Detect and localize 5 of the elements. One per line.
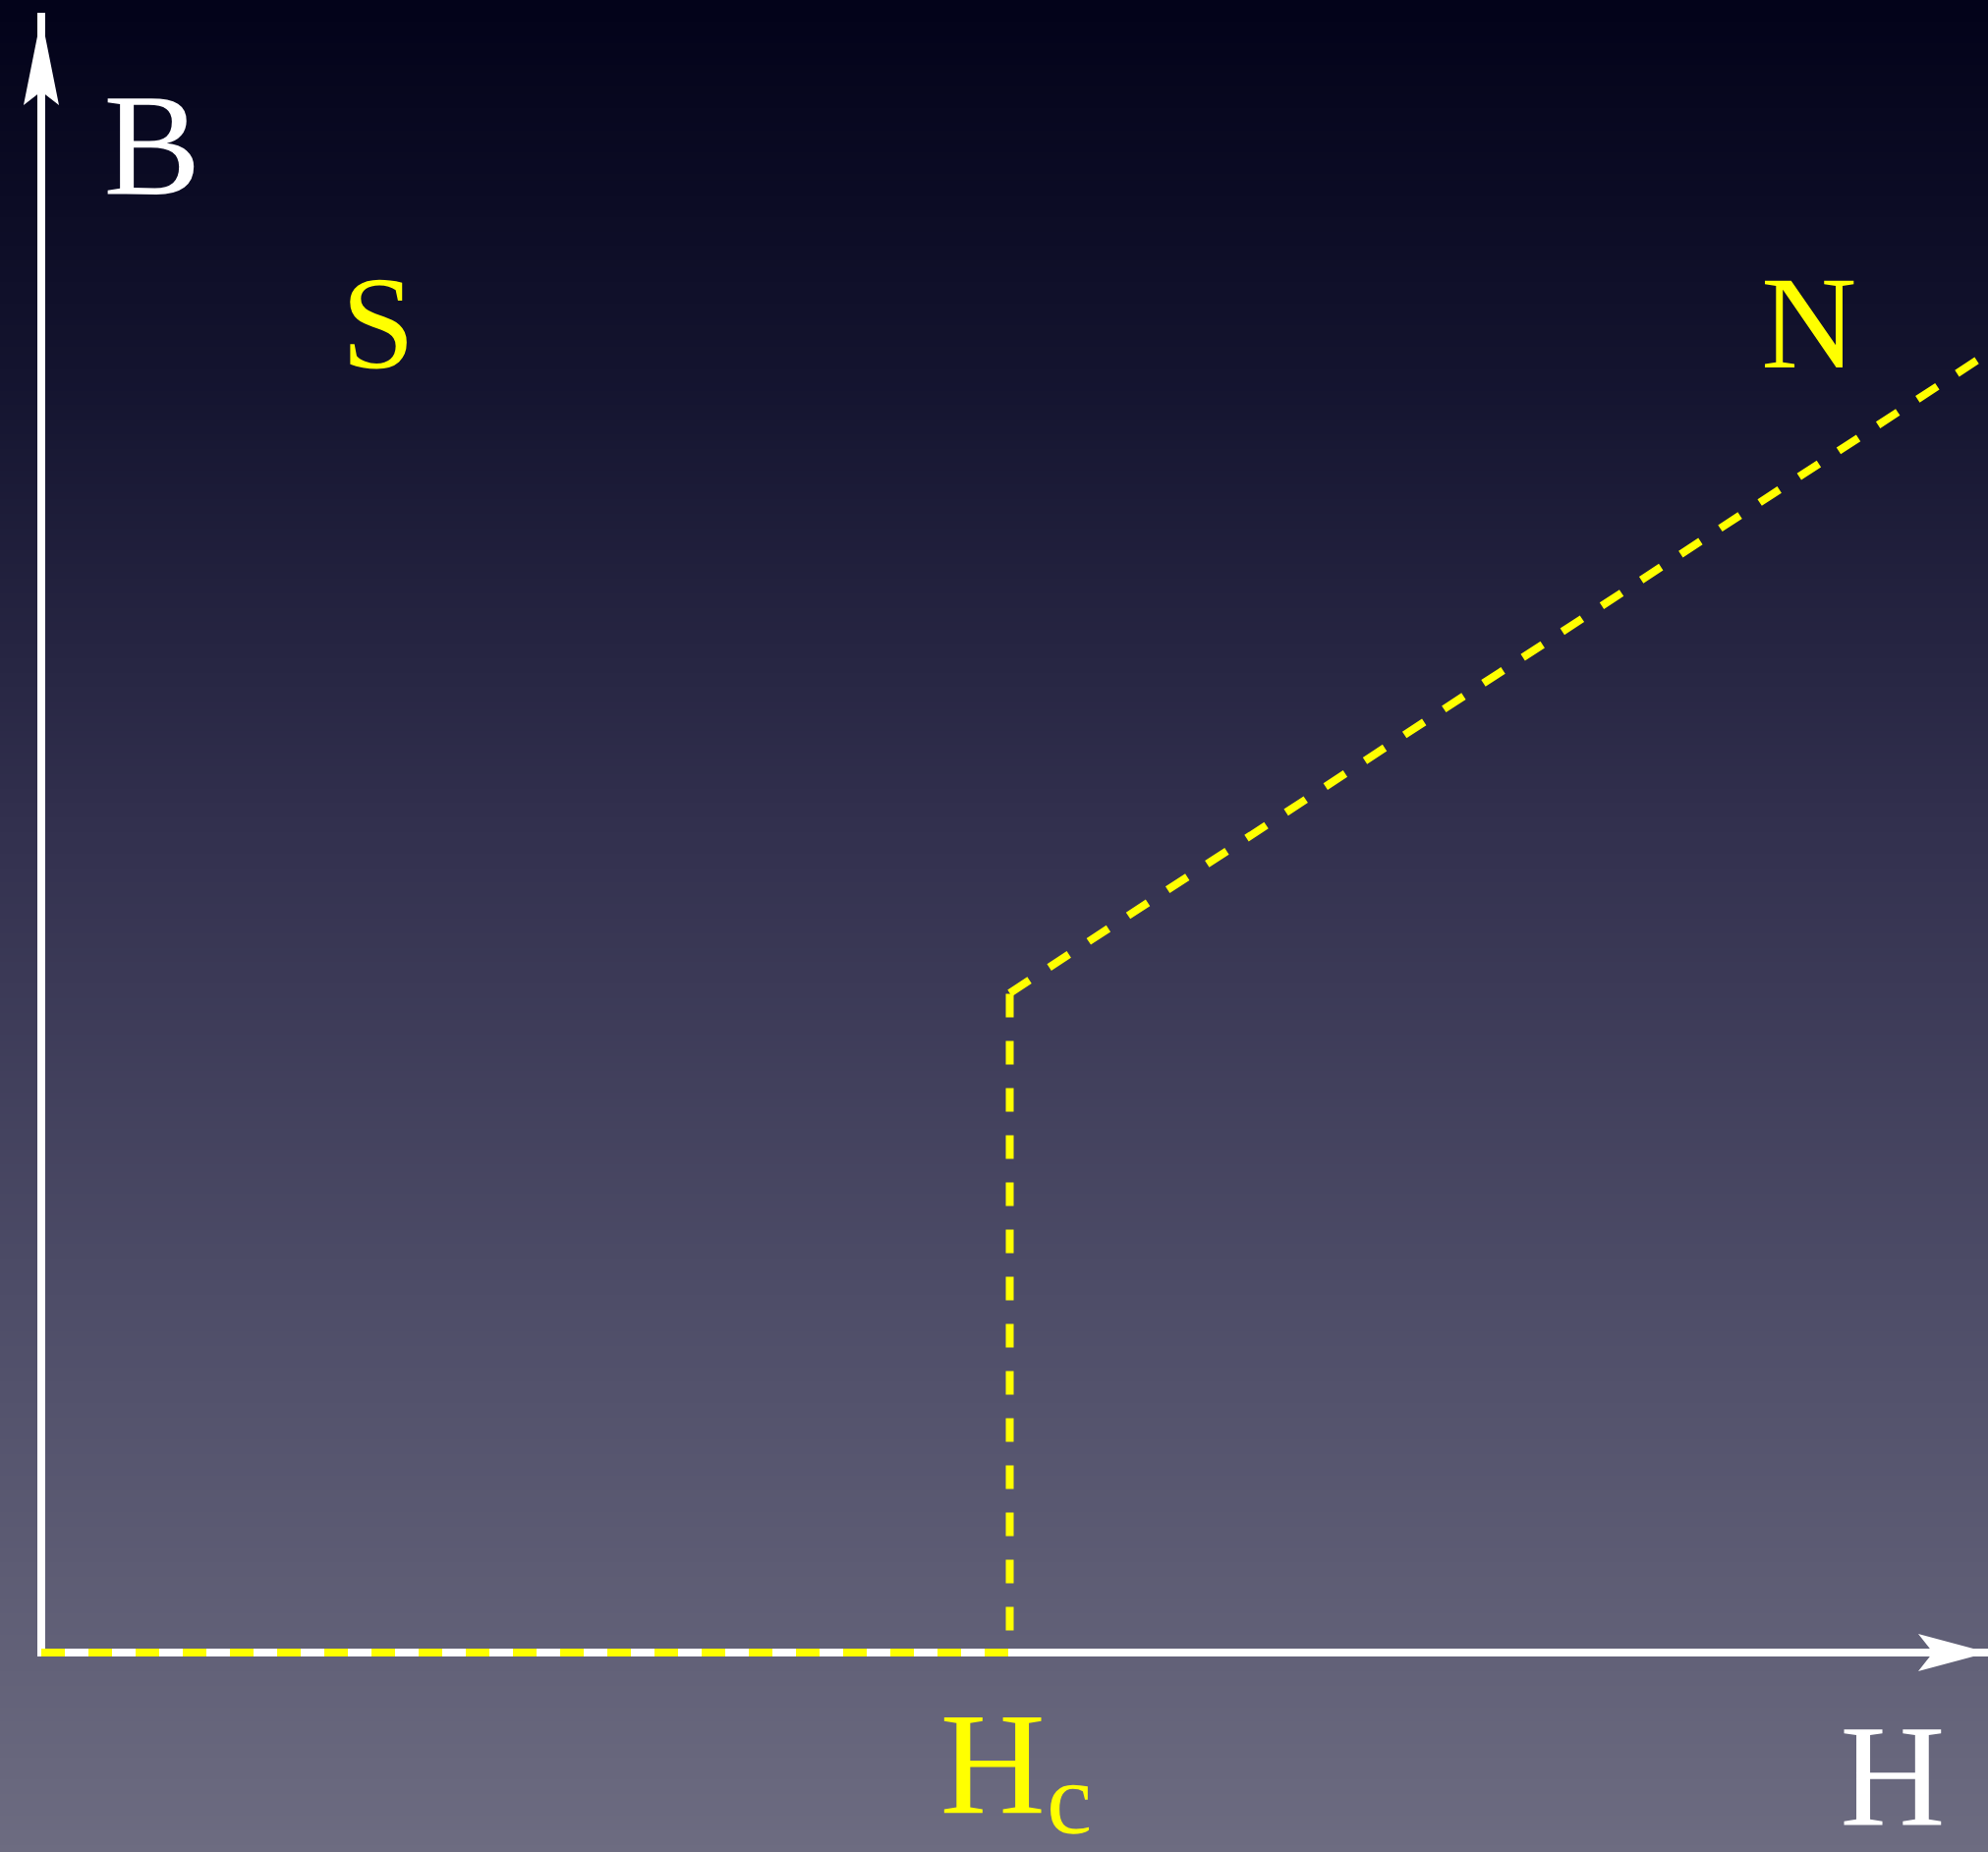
- annotation: N: [1764, 280, 1854, 368]
- text: H$_{c}$: [943, 1716, 1090, 1834]
- annotation: S: [350, 279, 407, 369]
- x-axis-title: H: [1844, 1729, 1942, 1825]
- y-axis-title: B: [107, 98, 195, 196]
